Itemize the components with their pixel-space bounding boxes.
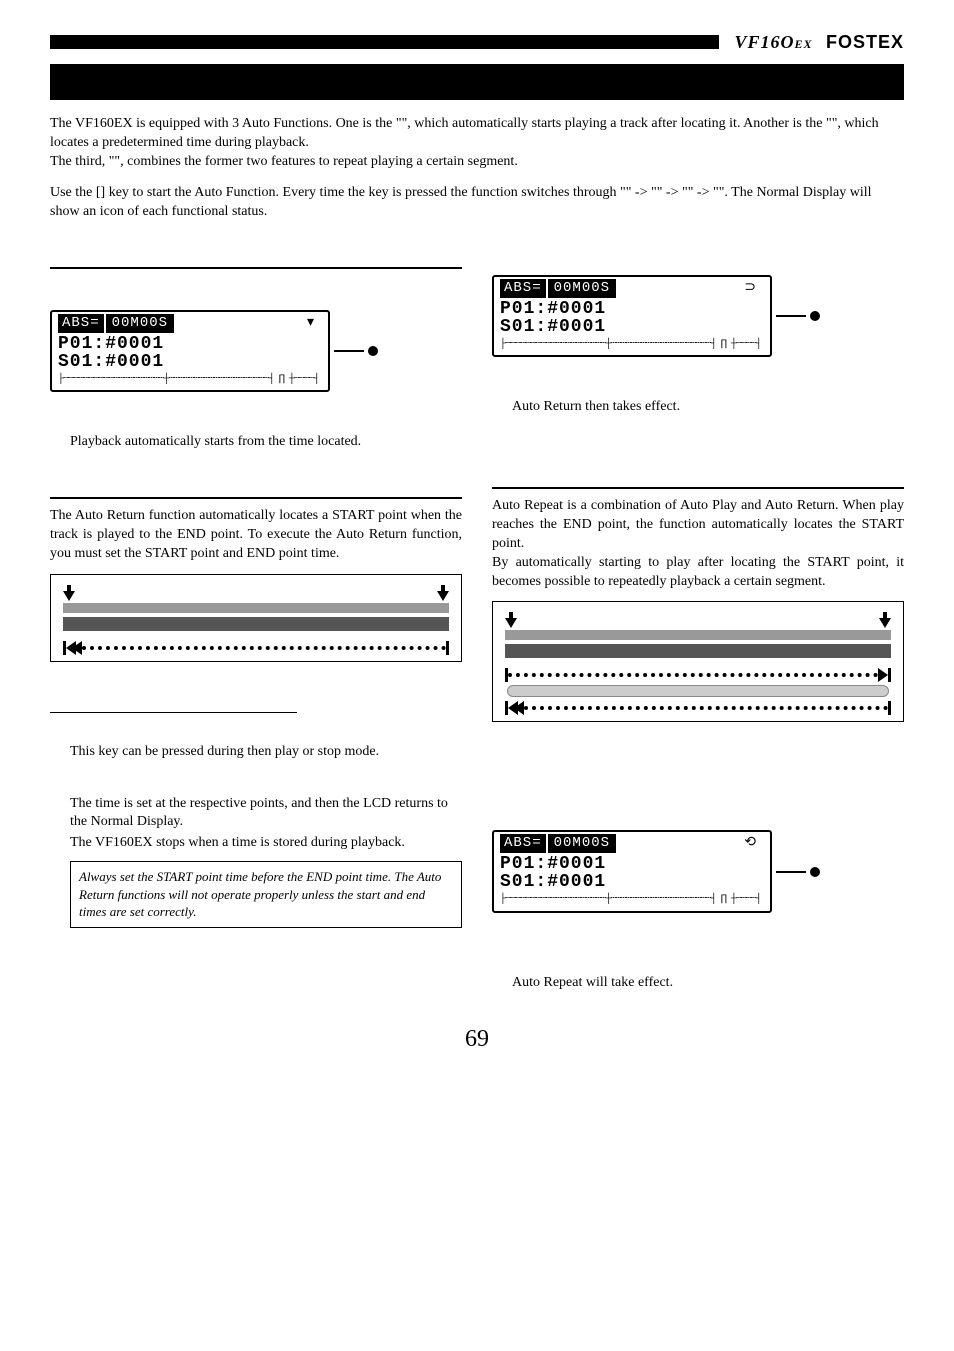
page-number: 69 (50, 1023, 904, 1055)
callout-line (776, 315, 806, 317)
callout-dot (810, 867, 820, 877)
note-box: Always set the START point time before t… (70, 861, 462, 928)
logo-sub: EX (794, 37, 812, 51)
lcd-main-text: P01:#0001 S01:#0001 (500, 855, 764, 891)
intro-1a: The VF160EX is equipped with 3 Auto Func… (50, 116, 402, 131)
timeline-track (63, 603, 449, 613)
callout-dot (810, 311, 820, 321)
right-column: ABS= 00M00S ⊃ P01:#0001 S01:#0001 ├┄┄┄┄┄… (492, 267, 904, 993)
left-column: ABS= 00M00S ▾ P01:#0001 S01:#0001 ├┄┄┄┄┄… (50, 267, 462, 993)
autorepeat-effect: Auto Repeat will take effect. (512, 974, 904, 993)
lcd-time: 00M00S (548, 834, 616, 853)
arrow-down-icon (879, 612, 891, 628)
note-text: Always set the START point time before t… (79, 869, 441, 919)
timeline-track-dark (63, 617, 449, 631)
sub-divider (50, 712, 297, 713)
product-logo: VF16OEX FOSTEX (734, 30, 904, 54)
autorepeat-para1: Auto Repeat is a combination of Auto Pla… (492, 497, 904, 554)
arrow-down-icon (505, 612, 517, 628)
autoplay-desc: Playback automatically starts from the t… (70, 433, 462, 452)
lcd-autoreturn: ABS= 00M00S ⊃ P01:#0001 S01:#0001 ├┄┄┄┄┄… (492, 267, 904, 365)
logo-main: VF16O (734, 32, 794, 52)
lcd-time: 00M00S (548, 279, 616, 298)
intro-2a: The third, " (50, 154, 114, 169)
lcd-progress-bar: ├┄┄┄┄┄┄┄┄┄┄┄┄┄┄┄┄┄┄┄┄┼┄┄┄┄┄┄┄┄┄┄┄┄┄┄┄┄┄┄… (500, 893, 764, 907)
autoreturn-effect: Auto Return then takes effect. (512, 398, 904, 417)
callout-line (334, 350, 364, 352)
intro-3c: " -> " (626, 185, 657, 200)
lcd-abs-label: ABS= (500, 834, 546, 853)
lcd-autorepeat: ABS= 00M00S ⟲ P01:#0001 S01:#0001 ├┄┄┄┄┄… (492, 822, 904, 920)
section-divider (492, 487, 904, 489)
autorepeat-para2: By automatically starting to play after … (492, 554, 904, 592)
arrow-down-icon (437, 585, 449, 601)
intro-1b: ", which automatically starts playing a … (402, 116, 832, 131)
intro-3d: " -> " (657, 185, 688, 200)
step2b-text: The VF160EX stops when a time is stored … (70, 834, 462, 853)
autorepeat-icon: ⟲ (744, 834, 756, 853)
lcd-main-text: P01:#0001 S01:#0001 (500, 300, 764, 336)
autoplay-icon: ▾ (307, 314, 314, 333)
autorepeat-timeline (492, 601, 904, 722)
intro-3a: Use the [ (50, 185, 101, 200)
header-line (50, 35, 719, 49)
logo-brand: FOSTEX (826, 32, 904, 52)
lcd-main-text: P01:#0001 S01:#0001 (58, 335, 322, 371)
return-arrow (63, 641, 449, 655)
timeline-track (505, 630, 891, 640)
play-arrow (505, 668, 891, 682)
intro-text: The VF160EX is equipped with 3 Auto Func… (50, 115, 904, 221)
autoreturn-para: The Auto Return function automatically l… (50, 507, 462, 564)
lcd-autoplay: ABS= 00M00S ▾ P01:#0001 S01:#0001 ├┄┄┄┄┄… (50, 302, 462, 400)
intro-2b: ", combines the former two features to r… (114, 154, 517, 169)
callout-line (776, 871, 806, 873)
lcd-abs-label: ABS= (58, 314, 104, 333)
section-divider (50, 267, 462, 269)
step1-text: This key can be pressed during then play… (70, 743, 462, 762)
return-arrow (505, 701, 891, 715)
callout-dot (368, 346, 378, 356)
lcd-progress-bar: ├┄┄┄┄┄┄┄┄┄┄┄┄┄┄┄┄┄┄┄┄┼┄┄┄┄┄┄┄┄┄┄┄┄┄┄┄┄┄┄… (58, 373, 322, 387)
intro-3e: " -> " (688, 185, 719, 200)
autoreturn-timeline (50, 574, 462, 662)
timeline-track-light (507, 685, 889, 697)
intro-3b: ] key to start the Auto Function. Every … (101, 185, 626, 200)
lcd-time: 00M00S (106, 314, 174, 333)
header-bar: VF16OEX FOSTEX (50, 30, 904, 54)
lcd-progress-bar: ├┄┄┄┄┄┄┄┄┄┄┄┄┄┄┄┄┄┄┄┄┼┄┄┄┄┄┄┄┄┄┄┄┄┄┄┄┄┄┄… (500, 338, 764, 352)
arrow-down-icon (63, 585, 75, 601)
lcd-abs-label: ABS= (500, 279, 546, 298)
autoreturn-icon: ⊃ (744, 279, 756, 298)
timeline-track-dark (505, 644, 891, 658)
section-divider (50, 497, 462, 499)
title-bar (50, 64, 904, 100)
step2a-text: The time is set at the respective points… (70, 795, 462, 833)
